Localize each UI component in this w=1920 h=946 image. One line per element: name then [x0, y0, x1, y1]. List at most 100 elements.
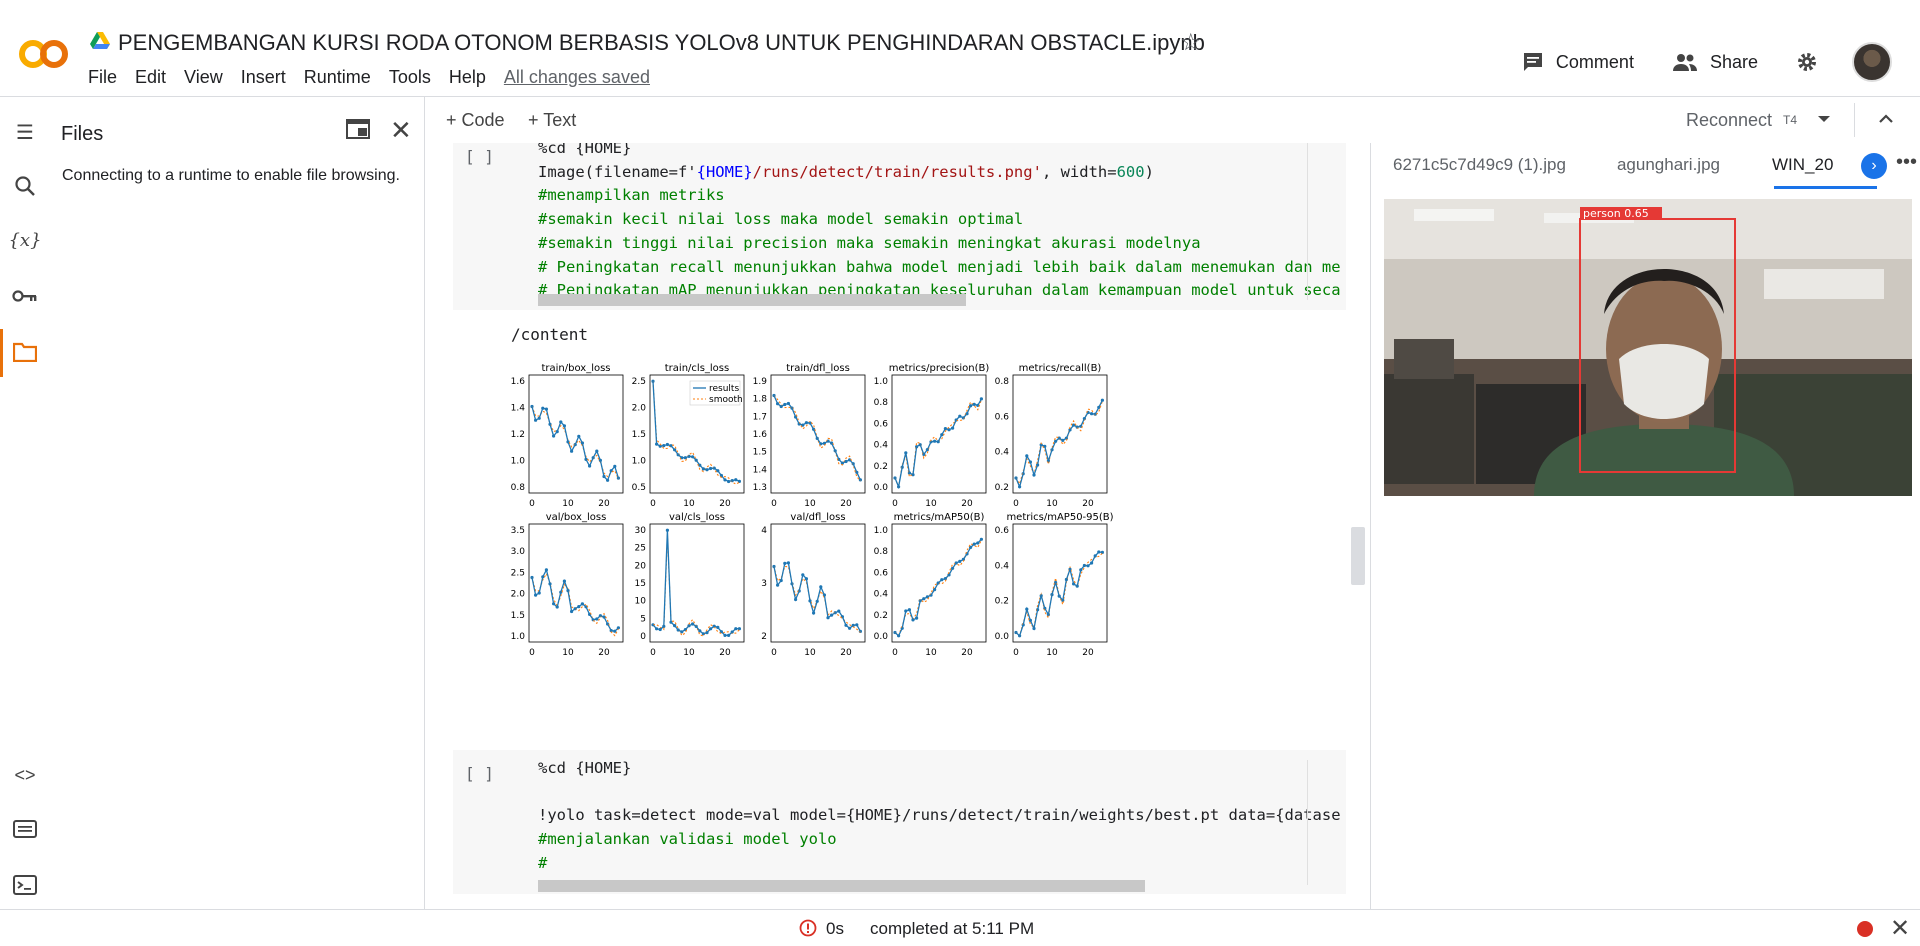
- table-of-contents-icon[interactable]: ☰: [16, 121, 34, 144]
- menu-help[interactable]: Help: [448, 67, 486, 87]
- add-code-button[interactable]: + Code: [446, 110, 505, 130]
- code-cell-results[interactable]: [ ] %cd {HOME} Image(filename=f'{HOME}/ru…: [453, 143, 1346, 310]
- share-label: Share: [1709, 51, 1758, 72]
- files-title: Files: [61, 123, 104, 145]
- code-editor[interactable]: %cd {HOME} !yolo task=detect mode=val mo…: [538, 757, 1363, 875]
- y-tick-label: 1.6: [753, 430, 768, 440]
- code-token: /runs/detect/train/results.png': [752, 162, 1042, 181]
- terminal-icon[interactable]: [12, 872, 38, 898]
- code-token: 600: [1116, 162, 1145, 181]
- subplot: train/box_loss 1.6 1.4 1.2 1.0 0.80 10 20: [511, 363, 624, 509]
- settings-button[interactable]: [1796, 51, 1830, 73]
- horizontal-scrollbar[interactable]: [538, 294, 966, 306]
- code-line-text: %cd {HOME}: [538, 143, 632, 157]
- y-tick-label: 20: [635, 561, 647, 571]
- y-tick-label: 2.5: [632, 377, 646, 387]
- account-avatar[interactable]: [1852, 42, 1892, 82]
- notebook-area[interactable]: [ ] %cd {HOME} Image(filename=f'{HOME}/ru…: [426, 143, 1368, 909]
- tab-image-2[interactable]: agunghari.jpg: [1616, 155, 1720, 174]
- smooth-line: [1015, 400, 1103, 486]
- chevron-right-icon[interactable]: ›: [1861, 153, 1887, 179]
- results-line: [531, 568, 619, 632]
- variables-icon[interactable]: {x}: [8, 229, 42, 251]
- collapse-header-icon[interactable]: [1878, 112, 1894, 124]
- code-comment: #semakin tinggi nilai precision maka sem…: [538, 233, 1201, 252]
- y-tick-label: 3.5: [511, 526, 525, 536]
- results-line: [531, 406, 620, 482]
- code-cell-validation[interactable]: [ ] %cd {HOME} !yolo task=detect mode=va…: [453, 750, 1346, 894]
- detection-label: person 0.65: [1583, 207, 1649, 220]
- header-divider: [0, 96, 1920, 97]
- comment-icon: [1523, 53, 1542, 71]
- notebook-scrollbar[interactable]: [1351, 527, 1365, 585]
- add-text-button[interactable]: + Text: [528, 110, 577, 130]
- x-tick-label: 10: [562, 648, 574, 658]
- share-button[interactable]: Share: [1672, 52, 1758, 73]
- y-tick-label: 1.6: [511, 377, 526, 387]
- menu-edit[interactable]: Edit: [135, 67, 167, 87]
- error-icon[interactable]: [799, 919, 817, 937]
- y-tick-label: 25: [635, 544, 646, 554]
- tab-image-3[interactable]: WIN_20: [1772, 155, 1834, 174]
- subplot-title: metrics/recall(B): [1019, 363, 1102, 374]
- subplot-title: train/dfl_loss: [786, 363, 850, 374]
- menu-insert[interactable]: Insert: [240, 67, 286, 87]
- y-tick-label: 0.2: [874, 611, 888, 621]
- cell-divider: [1307, 143, 1308, 300]
- search-icon[interactable]: [12, 173, 38, 199]
- close-icon[interactable]: ✕: [390, 115, 412, 145]
- code-snippets-icon[interactable]: <>: [14, 764, 36, 785]
- viewer-tabs: 6271c5c7d49c9 (1).jpg agunghari.jpg WIN_…: [1371, 143, 1920, 189]
- subplot: val/box_loss 3.5 3.0 2.5 2.0 1.5 1.00 10 20: [511, 512, 624, 658]
- y-tick-label: 0: [640, 632, 646, 642]
- y-tick-label: 0.8: [995, 377, 1010, 387]
- menu-file[interactable]: File: [88, 67, 118, 87]
- subplot-frame: [1012, 523, 1108, 643]
- tab-image-1[interactable]: 6271c5c7d49c9 (1).jpg: [1393, 155, 1566, 174]
- y-tick-label: 0.6: [995, 526, 1010, 536]
- x-tick-label: 0: [529, 648, 535, 658]
- save-status[interactable]: All changes saved: [503, 67, 650, 87]
- chevron-down-icon[interactable]: [1817, 114, 1831, 124]
- code-line: %cd {HOME}: [538, 143, 1363, 161]
- y-tick-label: 0.5: [632, 483, 646, 493]
- y-tick-label: 3.0: [511, 547, 526, 557]
- horizontal-scrollbar[interactable]: [538, 880, 1145, 892]
- run-cell-button[interactable]: [ ]: [465, 764, 494, 783]
- x-tick-label: 20: [598, 648, 610, 658]
- code-line: %cd {HOME}: [538, 759, 632, 777]
- results-line: [652, 530, 740, 637]
- run-cell-button[interactable]: [ ]: [465, 147, 494, 166]
- open-in-tab-icon[interactable]: [346, 119, 370, 139]
- more-options-icon[interactable]: •••: [1896, 151, 1918, 173]
- menu-tools[interactable]: Tools: [388, 67, 431, 87]
- y-tick-label: 15: [635, 579, 646, 589]
- code-comment: # Peningkatan mAP menunjukkan peningkata…: [538, 281, 1341, 297]
- header-actions: Comment Share: [1522, 42, 1892, 82]
- code-editor[interactable]: %cd {HOME} Image(filename=f'{HOME}/runs/d…: [538, 143, 1363, 297]
- star-icon[interactable]: ☆: [1180, 29, 1202, 56]
- code-line: !yolo task=detect mode=val model={HOME}/…: [538, 806, 1341, 825]
- menu-view[interactable]: View: [184, 67, 223, 87]
- image-viewer-panel: 6271c5c7d49c9 (1).jpg agunghari.jpg WIN_…: [1370, 143, 1920, 909]
- command-palette-icon[interactable]: [12, 816, 38, 842]
- reconnect-button[interactable]: Reconnect: [1686, 110, 1773, 130]
- x-tick-label: 0: [771, 648, 777, 658]
- subplot-frame: [528, 374, 624, 494]
- comment-button[interactable]: Comment: [1522, 52, 1634, 73]
- y-tick-label: 1.5: [753, 448, 767, 458]
- key-icon[interactable]: [12, 283, 38, 309]
- subplot-frame: [1012, 374, 1108, 494]
- subplot: metrics/recall(B) 0.8 0.6 0.4 0.2 0 10 20: [995, 363, 1108, 509]
- record-icon[interactable]: [1857, 921, 1873, 937]
- y-tick-label: 0.4: [874, 441, 889, 451]
- notebook-title[interactable]: PENGEMBANGAN KURSI RODA OTONOM BERBASIS …: [118, 30, 1205, 55]
- close-status-icon[interactable]: ✕: [1890, 915, 1911, 942]
- folder-icon[interactable]: [12, 339, 38, 365]
- menu-runtime[interactable]: Runtime: [303, 67, 371, 87]
- colab-logo[interactable]: [18, 34, 70, 74]
- runtime-type: T4: [1783, 113, 1798, 127]
- data-point: [737, 627, 741, 631]
- x-tick-label: 0: [1013, 499, 1019, 509]
